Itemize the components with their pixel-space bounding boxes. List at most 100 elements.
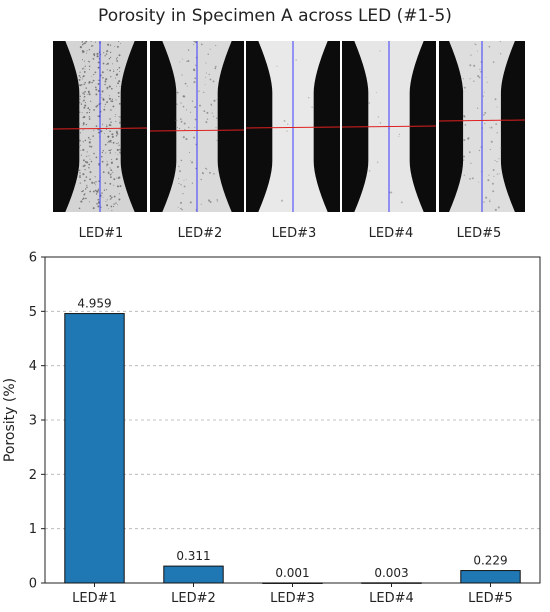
pore-speck [82,148,85,151]
bar-value-label: 0.311 [176,549,210,563]
pore-speck [80,149,82,151]
pore-speck [96,55,99,58]
pore-speck [118,193,120,195]
pore-speck [110,169,113,171]
specimen-image-led3 [246,41,340,212]
pore-speck [82,189,85,191]
pore-speck [92,58,95,60]
pore-speck [90,146,93,148]
pore-speck [104,143,107,146]
pore-speck [487,179,490,182]
pore-speck [496,106,498,108]
pore-speck [478,76,481,79]
pore-speck [105,53,108,55]
pore-speck [81,112,83,114]
pore-speck [96,202,98,205]
pore-speck [84,168,86,171]
pore-speck [118,142,120,144]
pore-speck [118,95,120,98]
pore-speck [116,142,118,145]
pore-speck [79,98,81,100]
pore-speck [83,67,85,69]
pore-speck [83,42,86,45]
horizontal-guide-line [439,119,525,122]
pore-speck [92,135,94,137]
pore-speck [85,41,88,43]
pore-speck [295,59,297,61]
pore-speck [492,61,495,63]
pore-speck [95,88,98,91]
pore-speck [467,137,470,140]
y-tick-label: 1 [29,522,37,537]
pore-speck [498,158,500,160]
pore-speck [110,173,112,175]
pore-speck [488,45,491,48]
pore-speck [87,136,90,139]
pore-speck [184,82,187,85]
pore-speck [188,126,190,129]
y-axis-label: Porosity (%) [2,378,18,462]
y-tick-label: 4 [29,359,37,374]
pore-speck [464,124,467,126]
pore-speck [86,151,88,153]
pore-speck [376,91,377,93]
pore-speck [119,70,121,72]
pore-speck [118,116,120,118]
pore-speck [216,139,218,141]
y-tick-label: 2 [29,468,37,483]
pore-speck [194,106,197,109]
pore-speck [463,90,465,92]
pore-speck [94,71,97,74]
pore-speck [115,202,117,204]
pore-speck [89,146,91,148]
pore-speck [179,170,181,173]
pore-speck [83,70,86,73]
pore-speck [116,73,118,75]
pore-speck [479,68,481,70]
pore-speck [102,150,104,152]
pore-speck [88,82,90,84]
pore-speck [101,71,104,74]
pore-speck [88,61,91,63]
pore-speck [84,139,87,142]
pore-speck [117,41,120,42]
pore-speck [96,52,99,55]
pore-speck [84,193,86,195]
pore-speck [106,165,108,167]
pore-speck [212,80,215,83]
pore-speck [86,50,88,52]
pore-speck [90,41,92,42]
pore-speck [214,65,217,68]
pore-speck [82,165,84,167]
pore-speck [111,98,113,100]
pore-speck [88,155,90,157]
pore-speck [79,71,81,73]
pore-speck [116,148,119,152]
pore-speck [86,161,89,164]
specimen-image-led4 [342,41,436,212]
pore-speck [213,99,216,102]
pore-speck [484,111,487,114]
pore-speck [111,210,113,211]
pore-speck [204,83,206,85]
pore-speck [463,86,466,89]
pore-speck [89,178,92,181]
pore-speck [179,118,182,120]
pore-speck [98,115,100,118]
pore-speck [95,93,98,96]
pore-speck [463,174,465,176]
pore-speck [483,201,485,203]
pore-speck [93,53,96,56]
pore-speck [105,152,107,154]
pore-speck [111,135,114,138]
pore-speck [463,139,466,142]
pore-speck [193,69,196,72]
pore-speck [500,147,502,149]
pore-speck [81,41,84,43]
pore-speck [199,104,201,107]
bar-value-label: 0.229 [473,554,507,568]
pore-speck [109,195,112,197]
pore-speck [102,76,104,79]
pore-speck [93,182,96,184]
pore-speck [88,65,91,68]
